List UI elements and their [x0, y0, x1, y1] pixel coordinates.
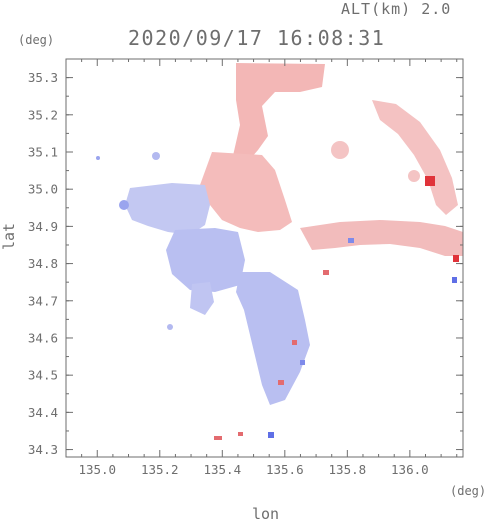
x-axis-label: lon	[252, 505, 280, 523]
echo-west-blue	[125, 183, 210, 235]
y-tick-label: 35.3	[28, 70, 58, 85]
y-tick-label: 34.4	[28, 405, 58, 420]
echo-strong-negative	[268, 432, 274, 438]
echo-east-arc	[372, 100, 458, 215]
plot-axes: 135.0 135.2 135.4 135.6 135.8 136.0 35.3 35.2 35…	[28, 58, 464, 477]
timestamp-title: 2020/09/17 16:08:31	[128, 26, 386, 50]
echo-east-band	[300, 220, 463, 256]
plot-frame	[65, 58, 464, 458]
y-tick-label: 34.3	[28, 442, 58, 457]
echo-blue-speck	[167, 324, 173, 330]
x-tick-label: 135.6	[266, 462, 304, 477]
echo-speckle	[278, 380, 284, 385]
y-axis-unit: (deg)	[18, 33, 55, 47]
echo-speckle	[214, 436, 222, 440]
y-tick-label: 34.7	[28, 293, 58, 308]
y-tick-label: 34.5	[28, 368, 58, 383]
echo-speckle	[323, 270, 329, 275]
echo-south-blue	[236, 272, 310, 405]
y-tick-label: 35.1	[28, 144, 58, 159]
echo-strong-positive	[453, 255, 459, 262]
echo-southwest-blue	[190, 282, 214, 315]
echo-speckle	[292, 340, 297, 345]
altitude-label: ALT(km) 2.0	[341, 0, 452, 18]
echo-speckle	[300, 360, 305, 365]
x-tick-label: 135.0	[78, 462, 116, 477]
echo-west-blue-main	[166, 228, 245, 292]
y-tick-label: 35.0	[28, 182, 58, 197]
echo-strong-negative	[452, 277, 457, 283]
x-tick-label: 135.4	[203, 462, 241, 477]
x-tick-label: 136.0	[391, 462, 429, 477]
x-tick-label: 135.2	[141, 462, 179, 477]
y-tick-label: 34.8	[28, 256, 58, 271]
echo-center-pink	[200, 152, 292, 232]
echo-strong-positive	[425, 176, 435, 186]
y-tick-label: 35.2	[28, 107, 58, 122]
echo-pink-patch	[408, 170, 420, 182]
x-tick-label: 135.8	[329, 462, 367, 477]
x-axis-unit: (deg)	[450, 484, 487, 498]
radar-echo-field	[96, 63, 463, 440]
echo-speckle	[348, 238, 354, 243]
echo-north-band	[232, 63, 325, 164]
y-tick-label: 34.9	[28, 219, 58, 234]
echo-blue-speck	[152, 152, 160, 160]
echo-pink-patch	[331, 141, 349, 159]
echo-blue-speck	[96, 156, 100, 160]
echo-blue-speck	[119, 200, 129, 210]
y-tick-label: 34.6	[28, 330, 58, 345]
echo-speckle	[238, 432, 243, 436]
